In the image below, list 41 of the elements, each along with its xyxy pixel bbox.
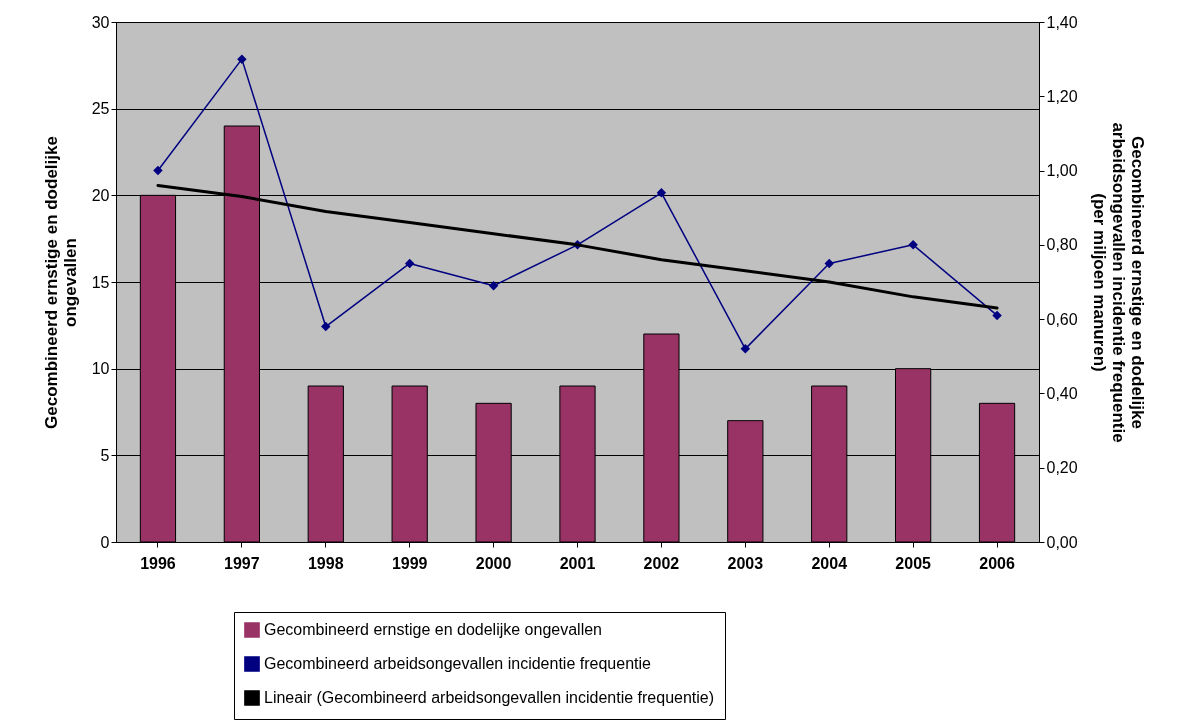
legend-label: Gecombineerd ernstige en dodelijke ongevallen [264, 621, 602, 638]
y2-tick-label: 1,00 [1046, 162, 1078, 180]
point [237, 54, 247, 64]
y2-tick-label: 1,20 [1046, 87, 1078, 105]
y-tick-label: 25 [91, 100, 110, 118]
legend-label: Lineair (Gecombineerd arbeidsongevallen incidentie frequentie) [264, 689, 715, 706]
x-tick-label: 2000 [475, 554, 512, 572]
point [321, 321, 331, 332]
x-tick-label: 2001 [559, 554, 596, 572]
y2-tick-label: 0,80 [1046, 236, 1078, 254]
y-tick-label: 0 [100, 533, 110, 551]
legend-label: Gecombineerd arbeidsongevallen incidentie frequentie [264, 655, 652, 672]
y2-tick-label: 0,60 [1046, 310, 1078, 328]
y2-tick-label: 1,40 [1046, 13, 1078, 31]
point [488, 280, 499, 291]
x-tick-label: 1999 [391, 554, 428, 572]
point [404, 258, 415, 269]
x-tick-label: 1997 [224, 554, 260, 572]
x-tick-label: 2003 [727, 554, 764, 572]
y2-tick-label: 0,00 [1046, 533, 1078, 551]
y-tick-label: 5 [100, 446, 110, 464]
point [824, 258, 834, 269]
y2-tick-label: 0,20 [1046, 459, 1078, 477]
y-tick-label: 30 [91, 13, 110, 31]
point [908, 240, 918, 250]
y-tick-label: 20 [91, 186, 110, 204]
point [153, 165, 163, 176]
x-tick-label: 2002 [643, 554, 680, 572]
x-tick-label: 1998 [307, 554, 344, 572]
y-axis-title: Gecombineerd ernstige en dodelijke ongevallen [41, 136, 80, 429]
x-tick-label: 2006 [979, 554, 1015, 572]
y2-tick-label: 0,40 [1046, 384, 1078, 402]
point [656, 188, 667, 198]
y2-axis-title: Gecombineerd ernstige en dodelijke arbeidsongevallen incidentie frequentie (per miljoen manuren) [1089, 122, 1147, 443]
y-tick-label: 10 [91, 360, 110, 378]
x-tick-label: 2005 [895, 554, 932, 572]
x-tick-label: 1996 [140, 554, 176, 572]
point [992, 310, 1002, 321]
y-tick-label: 15 [91, 273, 110, 291]
x-tick-label: 2004 [811, 554, 848, 572]
point [740, 344, 751, 354]
